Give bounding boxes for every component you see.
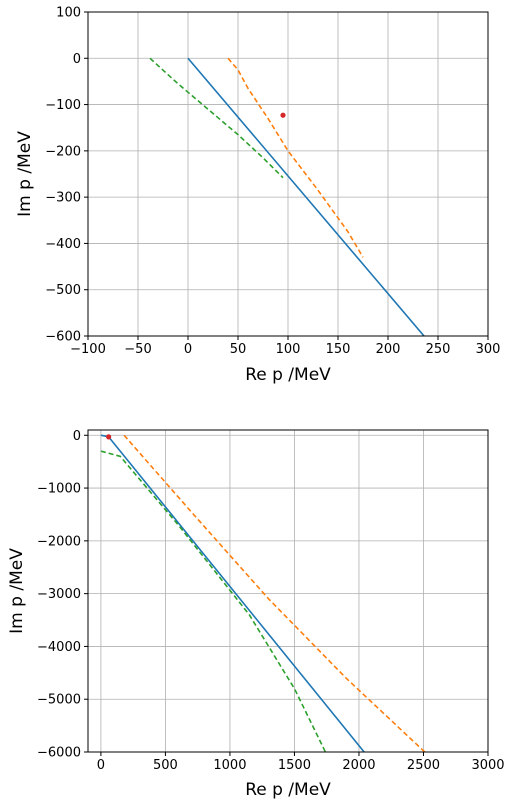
y-tick-label: −500 [45,283,81,298]
y-tick-label: 100 [56,6,81,21]
series-group-top [149,57,425,336]
x-tick-label: 150 [326,342,351,357]
x-tick-label: 100 [276,342,301,357]
y-tick-label: −4000 [37,640,81,655]
y-tick-label: −5000 [37,693,81,708]
grid-top [87,11,489,337]
x-tick-label: −100 [70,342,106,357]
y-tick-label: −300 [45,191,81,206]
y-tick-label: −600 [45,330,81,345]
ticks-bottom: 0 500 1000 1500 2000 2500 3000 0 −1000 −2000 −3000… [37,429,505,773]
y-tick-label: −2000 [37,534,81,549]
plot-frame-bottom [87,429,489,753]
x-tick-label: 1500 [278,758,311,773]
ticks-top: −100 −50 0 50 100 150 200 250 3001000−100−200−30… [45,6,500,358]
data-point [280,112,286,118]
x-axis-label-top: Re p /MeV [245,365,331,385]
y-tick-label: −1000 [37,482,81,497]
data-point [106,434,112,440]
x-tick-label: 300 [476,342,501,357]
x-tick-label: 2500 [407,758,440,773]
chart-bottom: 0 500 1000 1500 2000 2500 3000 0 −1000 −2000 −3000… [7,429,505,800]
series-line-1 [187,57,425,336]
series-line-2 [123,434,426,752]
y-tick-label: −200 [45,144,81,159]
y-axis-label-top: Im p /MeV [15,131,35,217]
x-tick-label: 500 [153,758,178,773]
x-tick-label: 2000 [342,758,375,773]
y-tick-label: 0 [73,429,81,444]
x-tick-label: −50 [124,342,151,357]
x-tick-label: 0 [97,758,105,773]
chart-top: −100 −50 0 50 100 150 200 250 3001000−100−200−30… [15,6,500,386]
x-tick-label: 200 [376,342,401,357]
series-line-2 [227,57,364,258]
x-tick-label: 0 [184,342,192,357]
x-tick-label: 1000 [213,758,246,773]
x-tick-label: 250 [426,342,451,357]
y-tick-label: −6000 [37,746,81,761]
x-tick-label: 3000 [471,758,504,773]
y-axis-label-bottom: Im p /MeV [7,548,27,634]
x-tick-label: 50 [230,342,247,357]
y-tick-label: −400 [45,237,81,252]
grid-bottom [88,430,489,753]
points-group-bottom [106,434,112,440]
y-tick-label: −3000 [37,587,81,602]
points-group-top [280,112,286,118]
y-tick-label: 0 [73,52,81,67]
x-axis-label-bottom: Re p /MeV [245,780,331,800]
series-line-3 [100,450,327,752]
series-line-3 [149,57,284,179]
y-tick-label: −100 [45,98,81,113]
